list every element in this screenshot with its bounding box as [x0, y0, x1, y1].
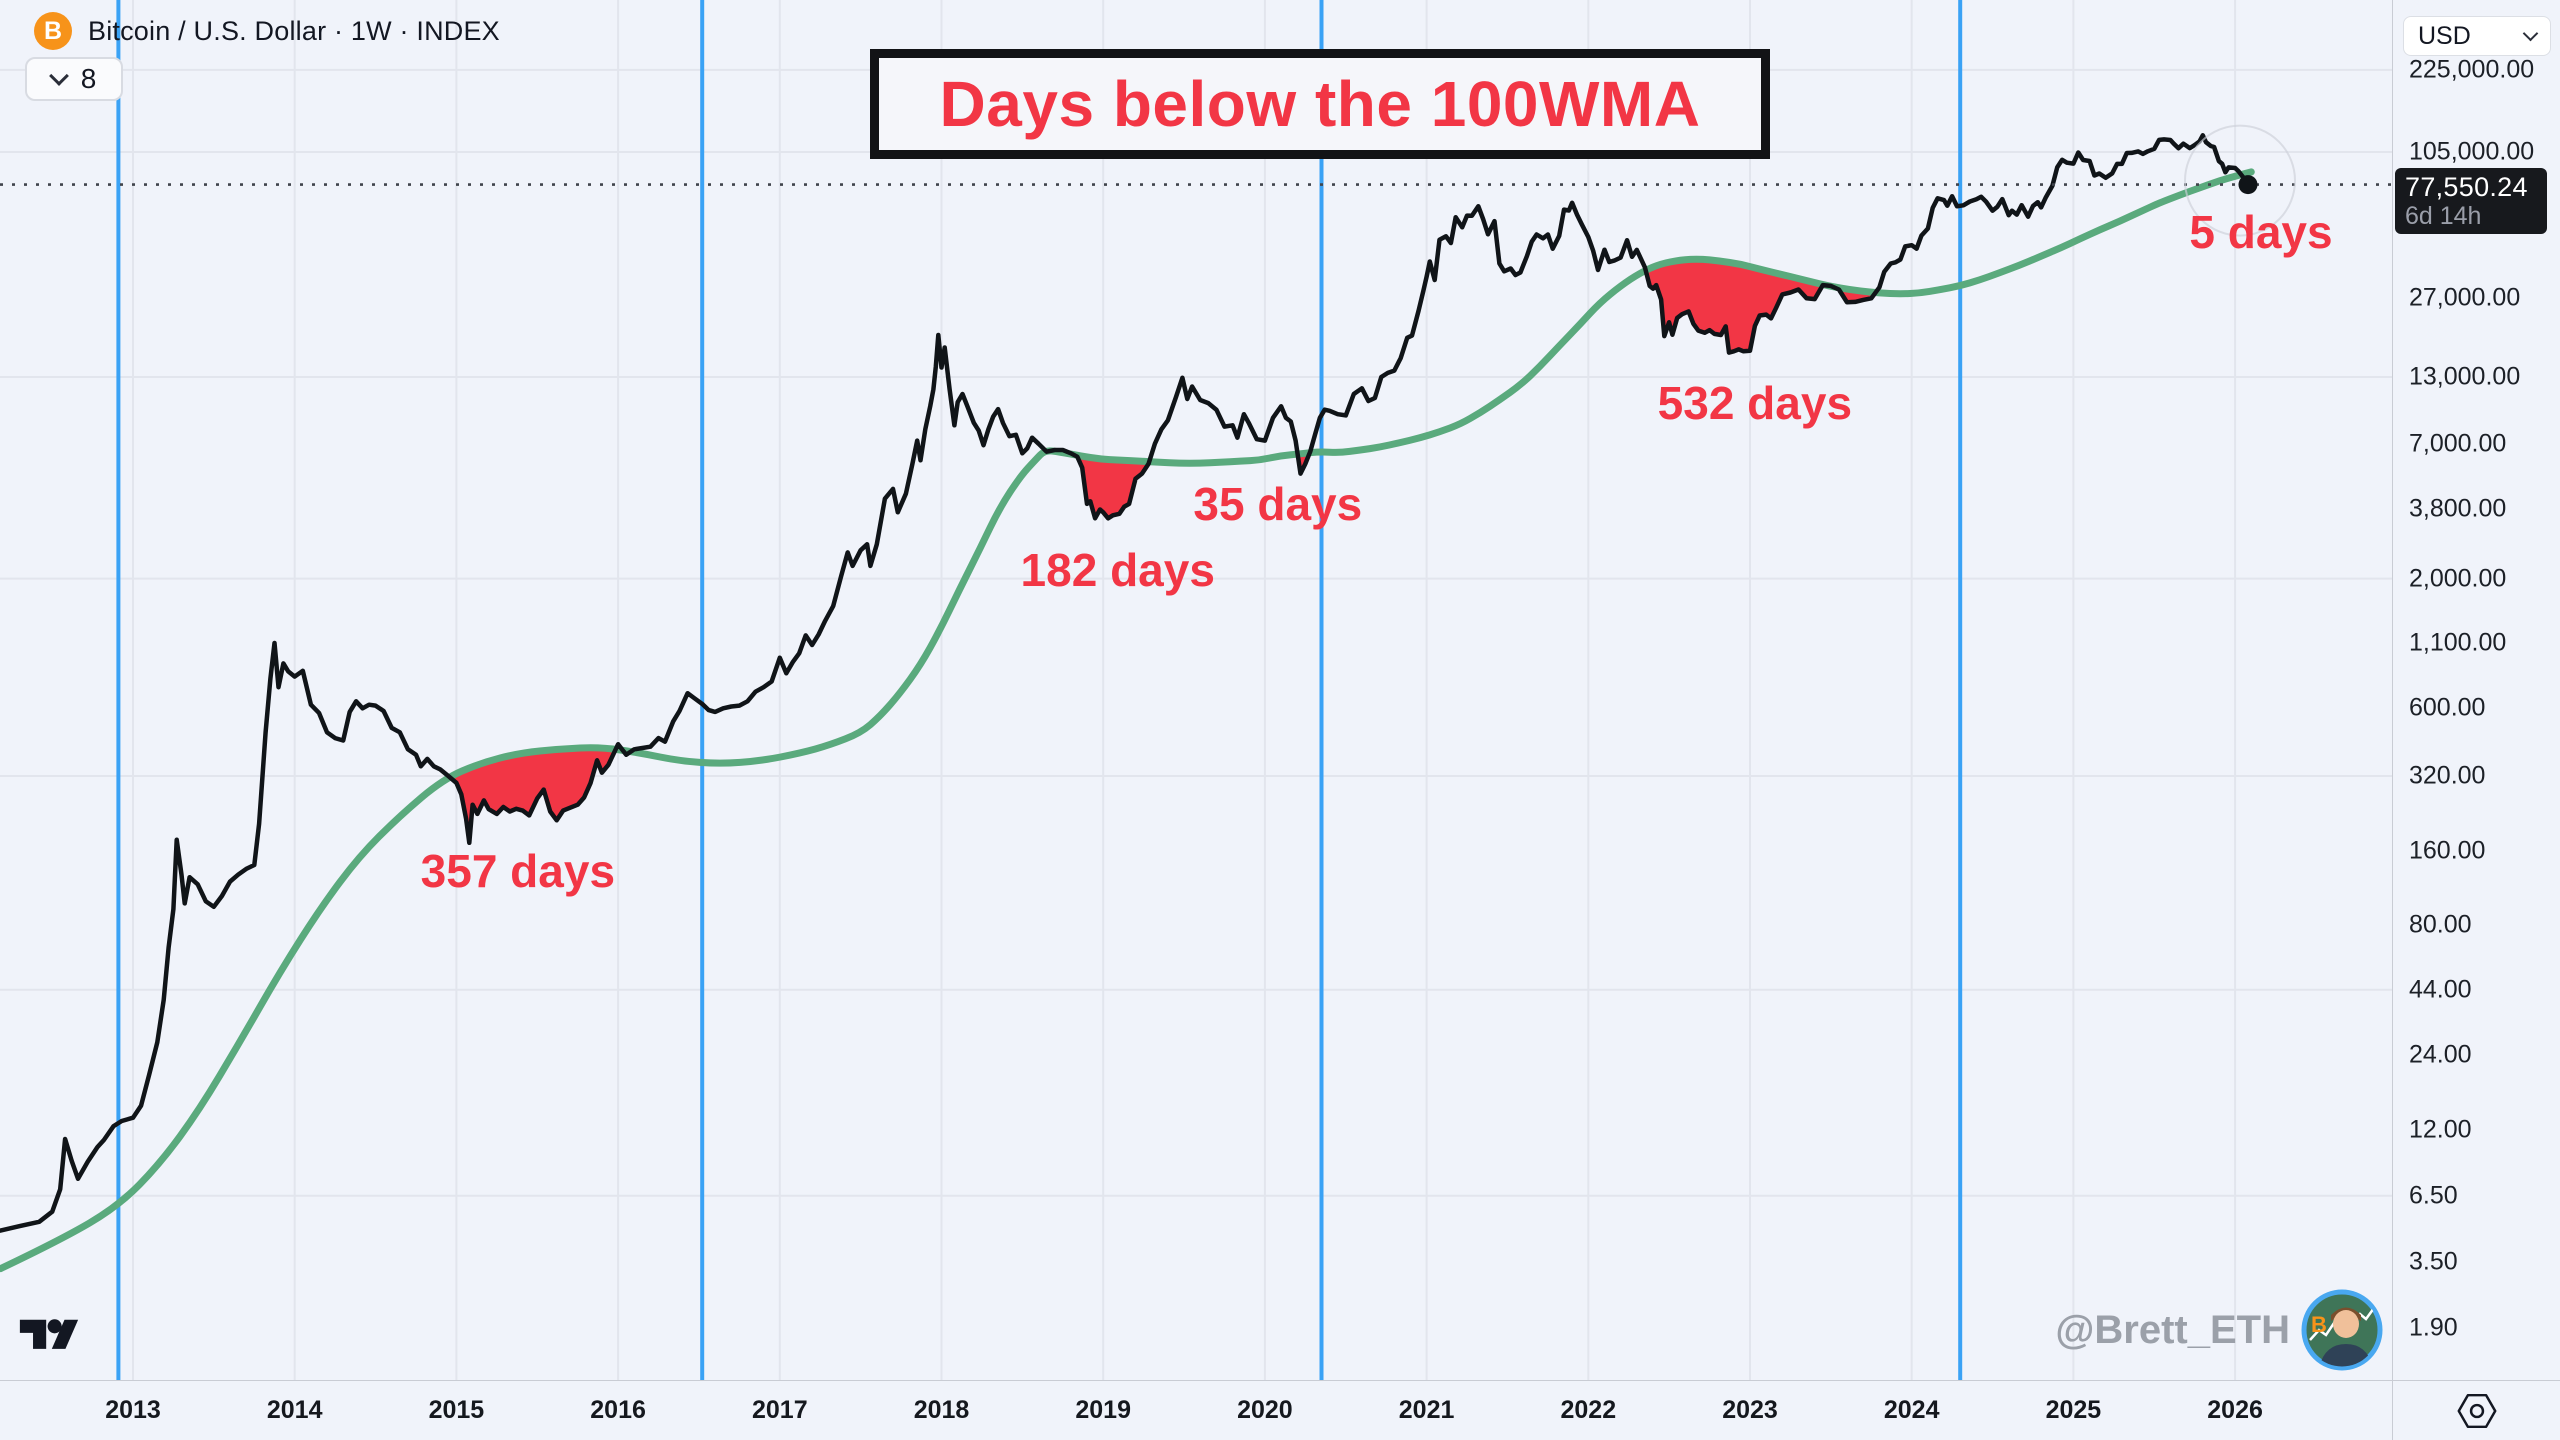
- currency-toggle-button[interactable]: USD: [2403, 16, 2551, 56]
- currency-label: USD: [2418, 21, 2471, 50]
- price-scale-label: 13,000.00: [2409, 362, 2521, 391]
- author-handle: @Brett_ETH: [2055, 1307, 2290, 1352]
- time-scale-label: 2025: [2045, 1396, 2102, 1424]
- days-below-label[interactable]: 5 days: [2189, 206, 2333, 259]
- banner-text: Days below the 100WMA: [939, 68, 1701, 140]
- days-below-label[interactable]: 532 days: [1657, 377, 1853, 430]
- price-scale-label: 160.00: [2409, 836, 2486, 865]
- time-scale-label: 2026: [2207, 1396, 2263, 1424]
- time-scale-label: 2018: [913, 1396, 970, 1424]
- last-bar-halo: [2184, 124, 2296, 237]
- bar-countdown: 6d 14h: [2405, 202, 2482, 230]
- price-scale-label: 225,000.00: [2409, 55, 2535, 84]
- bitcoin-icon: B: [34, 12, 72, 50]
- chart-canvas[interactable]: [0, 0, 2392, 1380]
- price-scale-label: 6.50: [2409, 1181, 2458, 1210]
- days-below-label[interactable]: 357 days: [420, 845, 616, 898]
- price-scale-label: 3.50: [2409, 1247, 2458, 1276]
- price-scale-label: 2,000.00: [2409, 564, 2507, 593]
- time-scale-label: 2024: [1883, 1396, 1940, 1424]
- time-scale-label: 2021: [1398, 1396, 1455, 1424]
- price-scale[interactable]: USD 77,550.24 6d 14h 225,000.00 105,000.0…: [2392, 0, 2560, 1380]
- chevron-down-icon: [2522, 25, 2539, 41]
- price-line[interactable]: [0, 133, 2251, 1233]
- time-scale-label: 2016: [590, 1396, 646, 1424]
- price-scale-label: 105,000.00: [2409, 137, 2535, 166]
- time-scale-label: 2019: [1075, 1396, 1131, 1424]
- author-watermark: @Brett_ETH B: [2055, 1288, 2384, 1372]
- below-wma-fill[interactable]: [449, 747, 615, 836]
- author-avatar: B: [2301, 1289, 2383, 1371]
- scale-settings-corner[interactable]: [2392, 1381, 2560, 1440]
- title-banner-drawing[interactable]: Days below the 100WMA: [870, 49, 1770, 159]
- below-wma-fill[interactable]: [1075, 455, 1149, 518]
- tradingview-logo[interactable]: [18, 1308, 80, 1359]
- layout-dropdown-button[interactable]: 8: [25, 57, 123, 101]
- gear-icon[interactable]: [2454, 1388, 2500, 1434]
- symbol-header[interactable]: B Bitcoin / U.S. Dollar · 1W · INDEX: [34, 12, 500, 50]
- price-scale-label: 7,000.00: [2409, 429, 2507, 458]
- last-price-badge: 77,550.24 6d 14h: [2395, 168, 2547, 234]
- symbol-title[interactable]: Bitcoin / U.S. Dollar · 1W · INDEX: [88, 15, 500, 46]
- time-scale[interactable]: 2013 2014 2015 2016 2017 2018 2019 2020 2021 2022…: [0, 1380, 2560, 1440]
- time-scale-label: 2020: [1237, 1396, 1293, 1424]
- price-scale-label: 320.00: [2409, 761, 2486, 790]
- price-scale-label: 24.00: [2409, 1040, 2472, 1069]
- price-scale-label: 44.00: [2409, 975, 2472, 1004]
- wma-100-line[interactable]: [0, 168, 2255, 1273]
- chevron-down-icon: [48, 66, 69, 86]
- days-below-label[interactable]: 35 days: [1193, 477, 1363, 530]
- time-scale-label: 2014: [266, 1396, 323, 1424]
- below-wma-fill[interactable]: [1646, 259, 1877, 353]
- time-scale-label: 2022: [1560, 1396, 1617, 1424]
- price-scale-label: 1.90: [2409, 1313, 2458, 1342]
- last-price-dot: [2238, 175, 2258, 195]
- days-below-label[interactable]: 182 days: [1020, 543, 1215, 596]
- svg-text:B: B: [2311, 1312, 2327, 1337]
- price-scale-label: 12.00: [2409, 1115, 2472, 1144]
- time-scale-label: 2015: [428, 1396, 485, 1424]
- last-price-value: 77,550.24: [2405, 172, 2528, 202]
- time-scale-label: 2013: [105, 1396, 161, 1424]
- price-scale-label: 1,100.00: [2409, 628, 2507, 657]
- layout-dropdown-value: 8: [80, 63, 97, 94]
- price-scale-label: 80.00: [2409, 910, 2472, 939]
- time-scale-label: 2017: [751, 1396, 808, 1424]
- time-scale-label: 2023: [1722, 1396, 1778, 1424]
- price-scale-label: 27,000.00: [2409, 283, 2521, 312]
- price-scale-label: 600.00: [2409, 693, 2486, 722]
- price-scale-label: 3,800.00: [2409, 494, 2507, 523]
